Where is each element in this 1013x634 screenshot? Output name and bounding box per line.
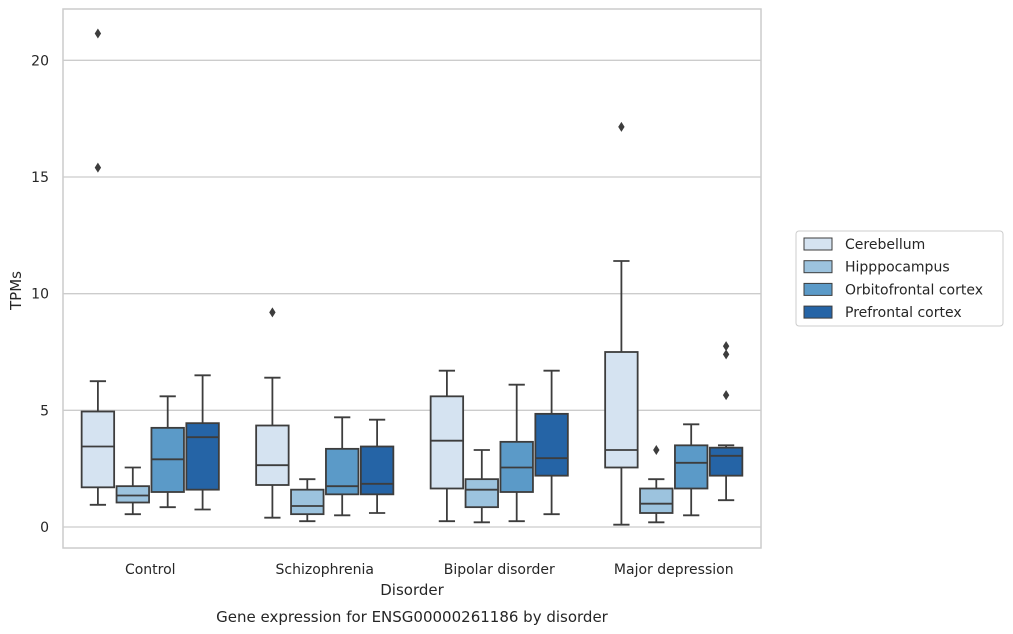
box-iqr [429,395,465,490]
box-iqr [115,485,150,504]
plot-frame [62,8,762,549]
box-iqr [674,444,709,490]
box-cerebellum-bipolar-disorder [429,369,465,523]
box-iqr [604,351,639,469]
legend-swatch-prefrontal-cortex [803,305,833,319]
y-axis-ticks: 0 5 10 15 20 [31,53,49,536]
box-cerebellum-major-depression [604,121,639,526]
outlier-point [722,341,730,352]
x-tick-label: Control [125,562,176,578]
box-orbitofrontal-cortex-bipolar-disorder [499,383,534,523]
outlier-point [618,121,625,132]
y-tick-label: 5 [40,403,49,419]
box-iqr [80,410,116,489]
box-cerebellum-schizophrenia [255,307,290,519]
box-prefrontal-cortex-schizophrenia [359,418,395,514]
box-hipppocampus-major-depression [639,445,674,524]
box-orbitofrontal-cortex-control [150,395,185,509]
box-orbitofrontal-cortex-schizophrenia [325,416,360,517]
box-iqr [359,445,395,496]
legend-label-cerebellum: Cerebellum [845,237,925,253]
outlier-point [269,307,276,318]
box-iqr [255,424,290,486]
box-iqr [708,446,744,477]
legend-swatch-hipppocampus [803,260,833,274]
box-hipppocampus-schizophrenia [290,478,325,523]
boxes [80,28,744,526]
legend-swatch-orbitofrontal-cortex [803,282,833,296]
chart-caption: Gene expression for ENSG00000261186 by d… [216,608,609,626]
legend: Cerebellum Hipppocampus Orbitofrontal cort… [795,230,1004,327]
outlier-point [722,390,730,401]
box-iqr [639,487,674,514]
gridlines [63,59,761,528]
x-tick-label: Bipolar disorder [444,562,555,578]
box-orbitofrontal-cortex-major-depression [674,423,709,517]
legend-label-orbitofrontal-cortex: Orbitofrontal cortex [845,282,983,298]
box-cerebellum-control [80,28,116,506]
outlier-point [653,445,660,455]
y-tick-label: 15 [31,170,49,186]
x-axis-ticks: Control Schizophrenia Bipolar disorder Majo… [125,562,734,578]
legend-label-prefrontal-cortex: Prefrontal cortex [845,305,962,321]
box-hipppocampus-control [115,466,150,516]
y-tick-label: 0 [40,520,49,536]
box-iqr [290,488,325,516]
y-axis-label: TPMs [7,271,25,311]
box-iqr [534,412,569,477]
x-tick-label: Major depression [614,562,734,578]
box-prefrontal-cortex-bipolar-disorder [534,369,569,516]
legend-swatch-cerebellum [803,237,833,251]
y-tick-label: 10 [31,287,49,303]
y-tick-label: 20 [31,53,49,69]
legend-label-hipppocampus: Hipppocampus [845,260,950,276]
box-iqr [325,447,360,496]
box-prefrontal-cortex-major-depression [708,341,744,502]
legend-frame [795,230,1004,327]
outlier-point [722,349,730,360]
x-axis-label: Disorder [380,581,444,599]
x-tick-label: Schizophrenia [276,562,374,578]
box-iqr [185,422,220,491]
outlier-point [94,28,102,39]
outlier-point [94,162,102,173]
box-prefrontal-cortex-control [185,374,220,511]
box-iqr [464,478,499,509]
box-hipppocampus-bipolar-disorder [464,449,499,524]
